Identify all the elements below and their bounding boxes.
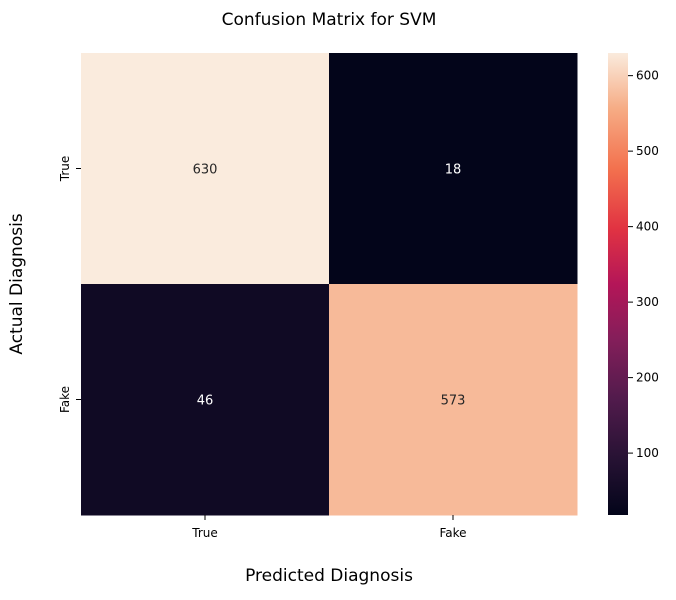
colorbar: 100 200 300 400 500 600: [608, 53, 659, 515]
colorbar-tick-label-3: 400: [636, 220, 659, 234]
y-tick-label-1: Fake: [58, 386, 72, 413]
cell-value-label-r1-c1: 573: [441, 394, 466, 409]
cell-value-label-r0-c1: 18: [445, 163, 462, 178]
colorbar-tick-label-0: 100: [636, 446, 659, 460]
y-axis-ticks: True Fake: [58, 156, 81, 413]
heatmap-cell-r1-c1: [329, 284, 578, 516]
heatmap-cells: 630 18 46 573: [81, 53, 578, 516]
chart-title: Confusion Matrix for SVM: [222, 10, 437, 30]
colorbar-tick-label-5: 600: [636, 69, 659, 83]
x-tick-label-1: Fake: [439, 526, 466, 540]
colorbar-tick-label-4: 500: [636, 144, 659, 158]
colorbar-tick-label-2: 300: [636, 295, 659, 309]
cell-value-label-r0-c0: 630: [193, 163, 218, 178]
cell-value-label-r1-c0: 46: [197, 394, 214, 409]
heatmap-cell-r0-c0: [81, 53, 330, 285]
heatmap-cell-r1-c0: [81, 284, 330, 516]
colorbar-gradient-bar: [608, 53, 628, 515]
y-tick-label-0: True: [58, 156, 72, 183]
colorbar-tick-label-1: 200: [636, 371, 659, 385]
y-axis-label: Actual Diagnosis: [7, 213, 27, 354]
x-axis-ticks: True Fake: [191, 515, 467, 540]
x-tick-label-0: True: [191, 526, 218, 540]
x-axis-label: Predicted Diagnosis: [245, 566, 413, 586]
heatmap-cell-r0-c1: [329, 53, 578, 285]
